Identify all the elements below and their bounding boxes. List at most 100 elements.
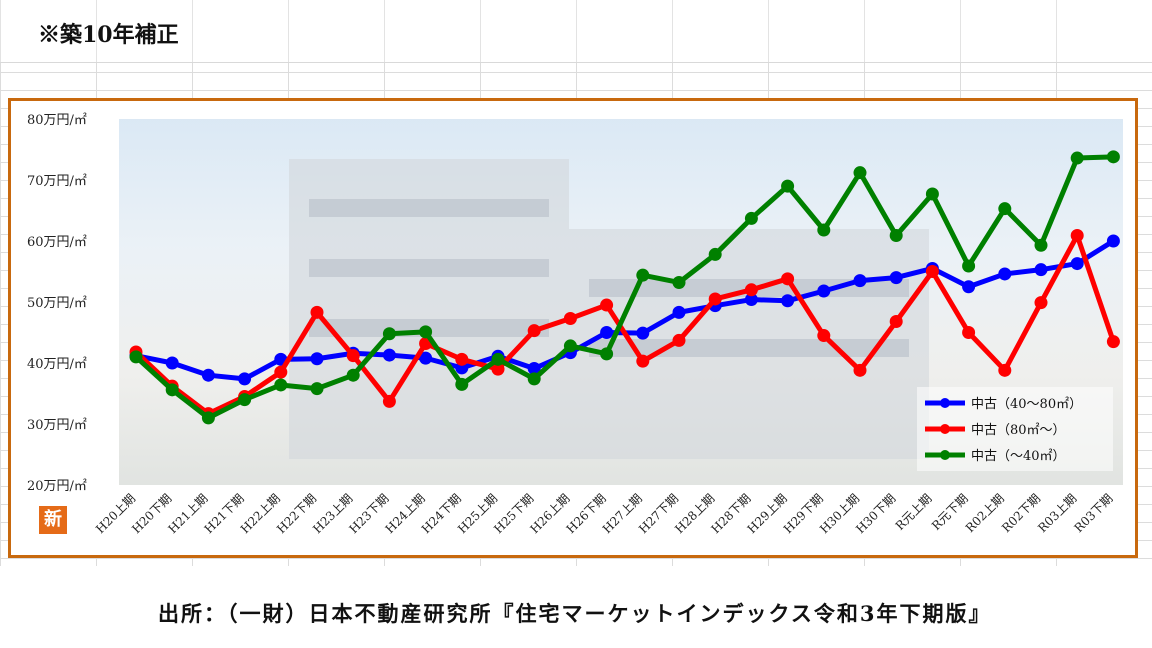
data-point [998, 363, 1012, 377]
data-point [925, 187, 939, 201]
data-point [636, 268, 650, 282]
data-point [165, 356, 179, 370]
data-point [998, 267, 1012, 281]
data-point [274, 365, 288, 379]
data-point [672, 275, 686, 289]
data-point [527, 372, 541, 386]
data-point [491, 362, 505, 376]
data-point [563, 311, 577, 325]
data-point [527, 361, 541, 375]
data-point [165, 383, 179, 397]
data-point [419, 351, 433, 365]
x-tick-label: R02上期 [963, 491, 1007, 535]
legend-marker [940, 424, 950, 434]
note-text: ※築10年補正 [38, 22, 179, 48]
data-point [1070, 229, 1084, 243]
data-point [419, 325, 433, 339]
data-point [889, 229, 903, 243]
data-point [672, 305, 686, 319]
x-tick-label: R03上期 [1035, 491, 1079, 535]
x-tick-label: R02下期 [999, 491, 1043, 535]
data-point [708, 247, 722, 261]
data-point [346, 349, 360, 363]
legend-label: 中古（～40㎡） [971, 449, 1066, 464]
y-tick-label: 80万円/㎡ [27, 113, 87, 128]
data-point [925, 265, 939, 278]
data-point [889, 315, 903, 329]
data-point [382, 394, 396, 408]
data-point [853, 166, 867, 180]
y-tick-label: 20万円/㎡ [27, 479, 87, 494]
data-point [310, 305, 324, 319]
data-point [310, 352, 324, 366]
data-point [817, 329, 831, 343]
background-photo [119, 119, 1123, 485]
data-point [600, 298, 614, 312]
data-point [238, 393, 252, 407]
building-shape [289, 159, 569, 459]
data-point [1034, 263, 1048, 277]
series-line-1 [134, 233, 1116, 417]
data-point [817, 223, 831, 237]
x-tick-label: H30下期 [853, 491, 898, 536]
legend-marker [940, 450, 950, 460]
data-point [1106, 234, 1120, 248]
data-point [672, 333, 686, 347]
data-point [817, 284, 831, 298]
data-point [201, 411, 215, 425]
data-point [962, 280, 976, 294]
data-point [382, 348, 396, 362]
y-tick-label: 40万円/㎡ [27, 357, 87, 372]
window-row [309, 199, 549, 217]
data-point [310, 382, 324, 396]
data-point [455, 352, 469, 366]
series-line-2 [134, 154, 1114, 421]
data-point [781, 179, 795, 193]
data-point [274, 378, 288, 392]
header-area [0, 0, 1152, 63]
data-point [238, 372, 252, 386]
legend-label: 中古（40～80㎡） [971, 397, 1082, 412]
data-point [563, 339, 577, 353]
legend-marker [940, 398, 950, 408]
data-point [382, 327, 396, 341]
data-point [600, 326, 614, 339]
data-point [201, 368, 215, 382]
data-point [1034, 238, 1048, 252]
data-point [744, 283, 758, 297]
data-point [853, 363, 867, 377]
y-tick-label: 60万円/㎡ [27, 235, 87, 250]
data-point [744, 293, 758, 307]
data-point [889, 271, 903, 285]
data-point [853, 274, 867, 288]
data-point [1070, 151, 1084, 165]
data-point [491, 352, 505, 366]
data-point [346, 368, 360, 382]
data-point [455, 377, 469, 391]
data-point [600, 347, 614, 361]
x-tick-label: R03下期 [1071, 491, 1115, 535]
line-chart: 20万円/㎡ 30万円/㎡ 40万円/㎡ 50万円/㎡ 60万円/㎡ 70万円/㎡ 80万円… [27, 113, 1120, 536]
data-point [1106, 335, 1120, 349]
header-grid [0, 0, 1152, 62]
source-text: 出所：（一財）日本不動産研究所『住宅マーケットインデックス令和3年下期版』 [158, 601, 992, 626]
data-point [998, 202, 1012, 216]
window-row [309, 259, 549, 277]
data-point [708, 292, 722, 306]
footer-area [0, 566, 1152, 648]
data-point [781, 294, 795, 308]
data-point [1034, 296, 1048, 310]
data-point [962, 259, 976, 273]
data-point [527, 324, 541, 338]
y-tick-label: 50万円/㎡ [27, 296, 87, 311]
data-point [962, 326, 976, 339]
data-point [636, 354, 650, 368]
data-point [1070, 257, 1084, 271]
x-tick-label: R元上期 [893, 491, 935, 533]
data-point [744, 211, 758, 225]
y-tick-label: 70万円/㎡ [27, 174, 87, 189]
logo-badge: 新 [39, 506, 67, 534]
data-point [636, 326, 650, 340]
legend-label: 中古（80㎡～） [971, 423, 1066, 438]
data-point [1106, 150, 1120, 164]
